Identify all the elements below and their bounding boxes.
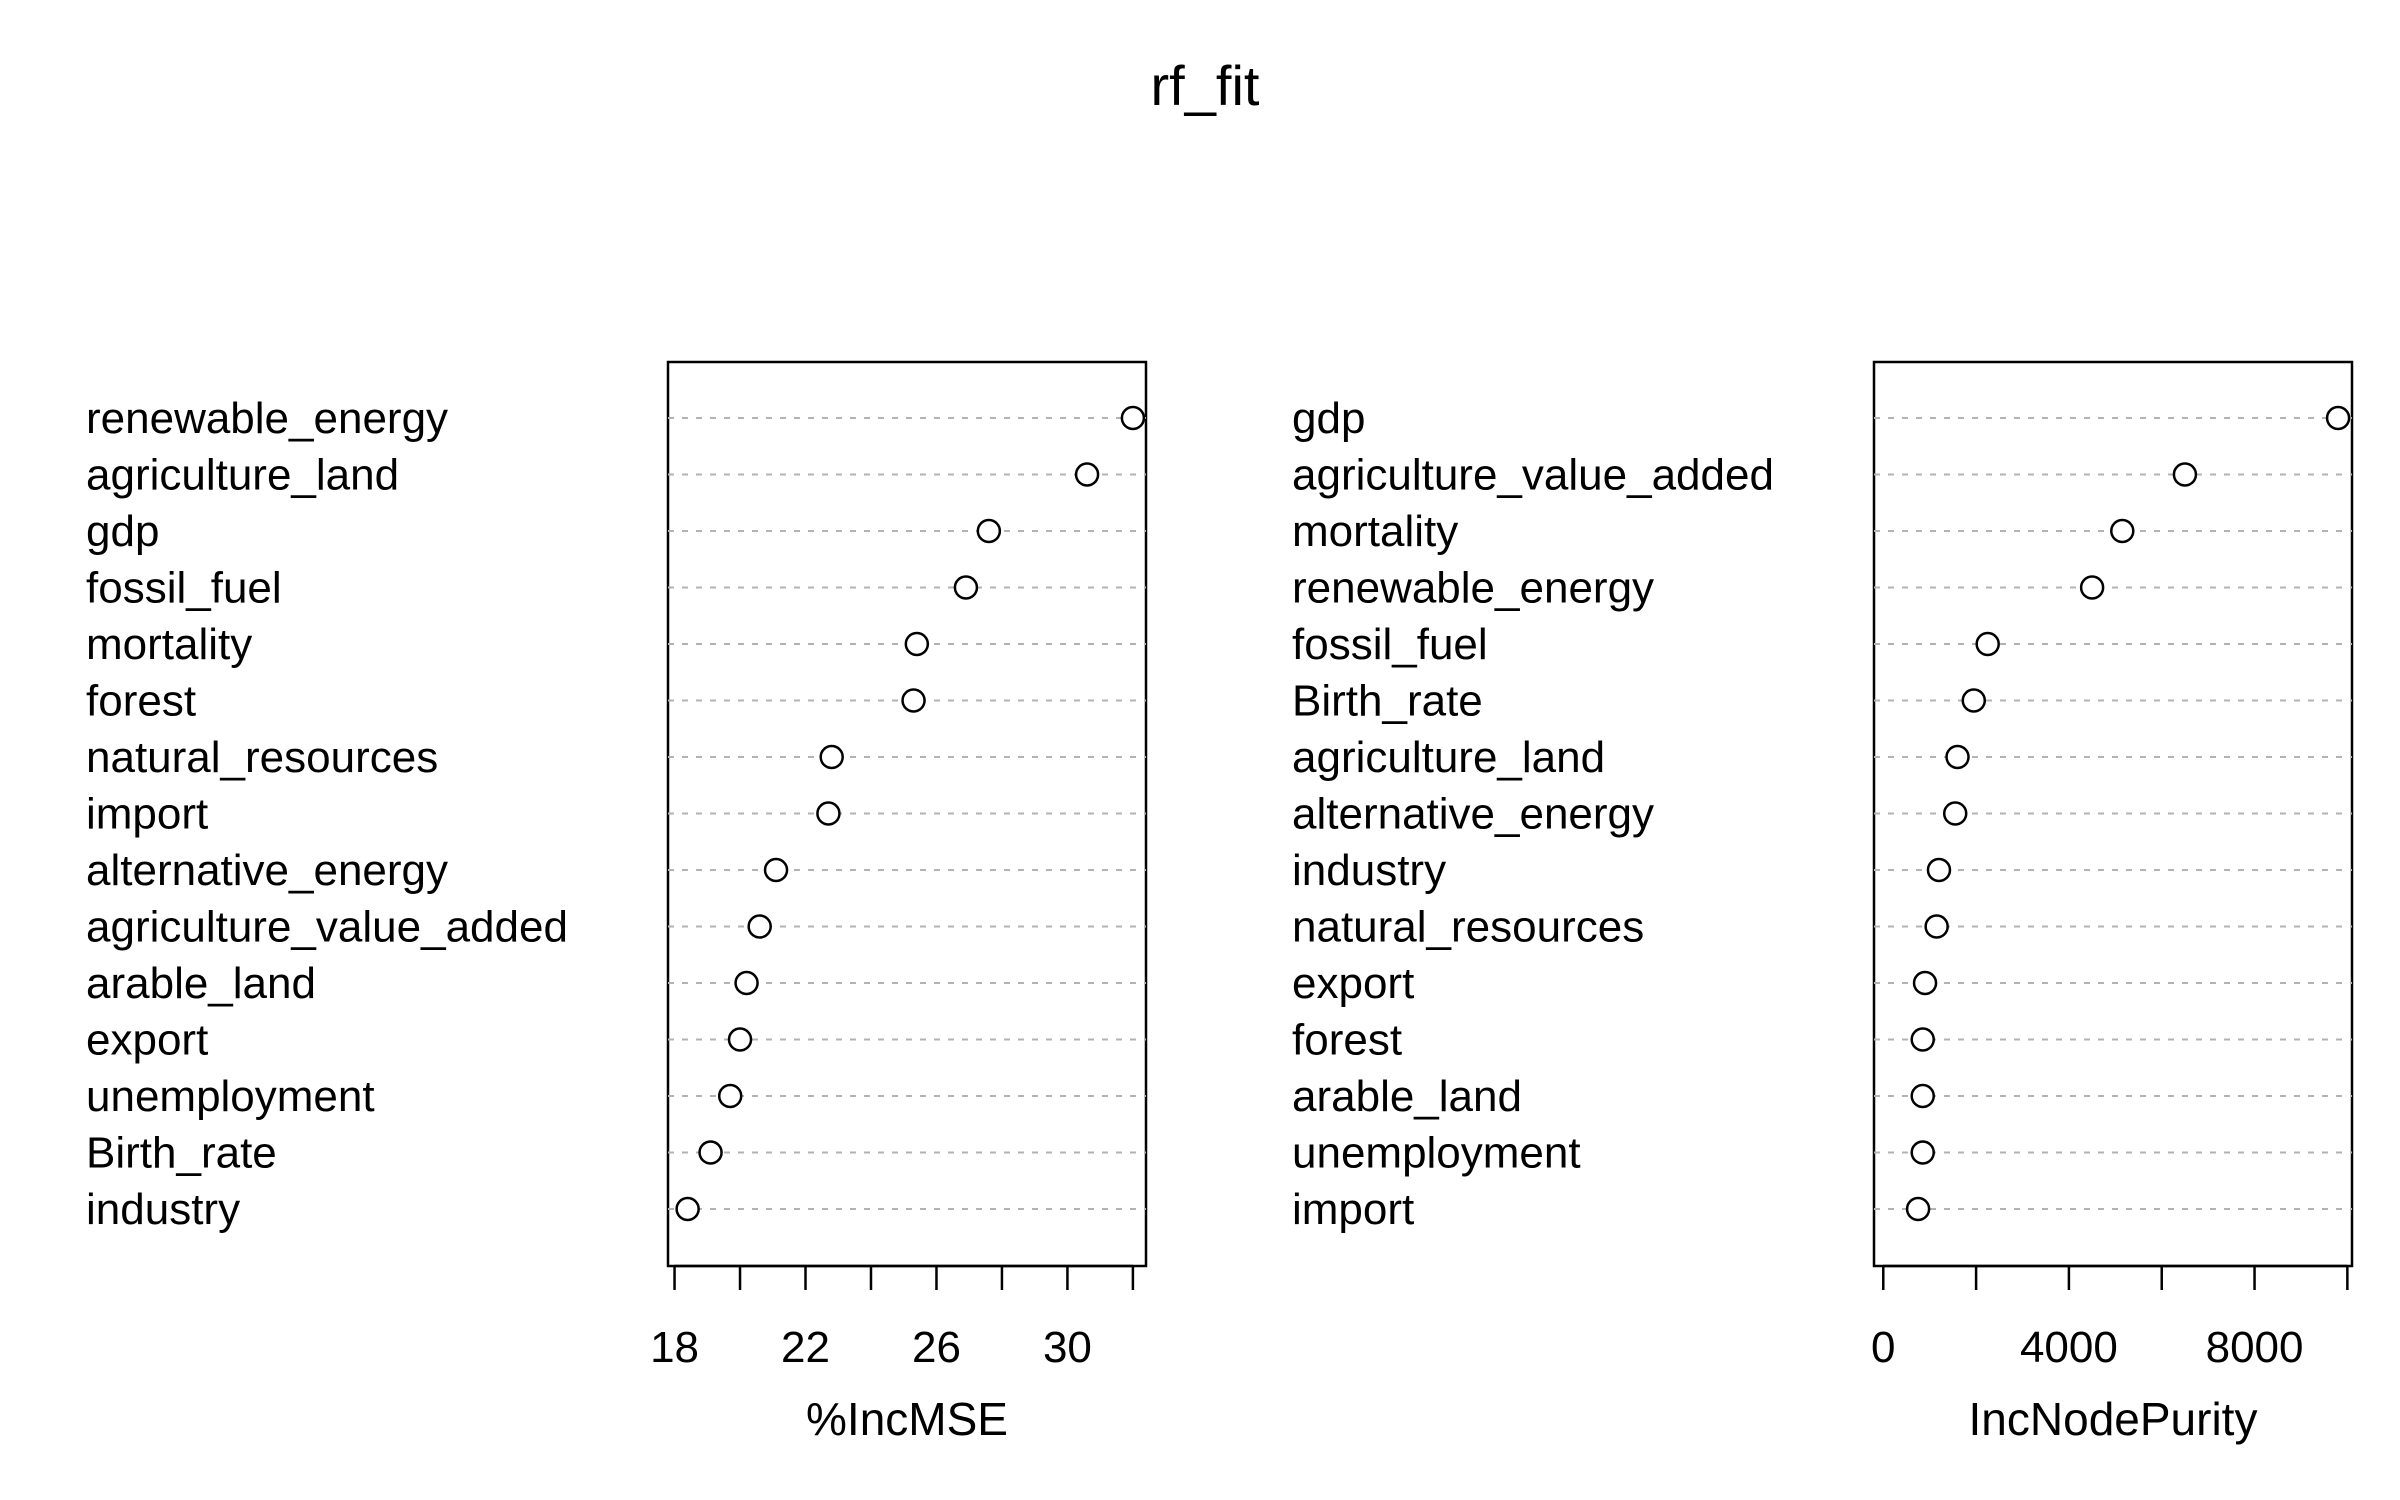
data-point <box>2079 575 2105 600</box>
data-point <box>2325 405 2351 431</box>
variable-label: unemployment <box>86 1072 375 1121</box>
variable-label: arable_land <box>1292 1072 1522 1121</box>
variable-label: renewable_energy <box>86 394 448 443</box>
variable-label: Birth_rate <box>1292 677 1483 726</box>
x-tick-label: 30 <box>1043 1323 1092 1372</box>
variable-label: mortality <box>86 620 252 669</box>
variable-label: industry <box>1292 846 1446 895</box>
variable-label: agriculture_value_added <box>1292 451 1774 500</box>
data-point <box>675 1196 700 1222</box>
x-tick-label: 26 <box>912 1323 961 1372</box>
panel-incnodepurity: gdp agriculture_value_added mortality renew… <box>1292 360 2354 1445</box>
data-point <box>1942 801 1968 826</box>
data-point <box>1910 1027 1935 1052</box>
variable-label: arable_land <box>86 959 316 1008</box>
variable-label: mortality <box>1292 507 1458 556</box>
data-point <box>727 1027 753 1052</box>
data-point <box>1945 744 1970 770</box>
variable-label: agriculture_land <box>86 451 399 500</box>
data-point <box>904 631 930 657</box>
variable-label: alternative_energy <box>1292 790 1654 839</box>
x-tick-label: 22 <box>781 1323 830 1372</box>
data-point <box>1910 1083 1935 1109</box>
chart-title: rf_fit <box>1151 54 1260 117</box>
variable-label: unemployment <box>1292 1129 1581 1178</box>
variable-label: agriculture_land <box>1292 733 1605 782</box>
x-tick-label: 8000 <box>2206 1323 2304 1372</box>
data-point <box>1120 405 1146 431</box>
data-point <box>1912 970 1938 996</box>
data-point <box>734 970 759 996</box>
data-point <box>763 857 789 883</box>
data-point <box>2172 462 2198 487</box>
variable-label: gdp <box>1292 394 1365 443</box>
variable-label: export <box>86 1016 208 1065</box>
variable-label: import <box>1292 1185 1414 1234</box>
variable-label: industry <box>86 1185 240 1234</box>
data-point <box>1961 688 1987 713</box>
variable-label: renewable_energy <box>1292 564 1654 613</box>
data-point <box>816 801 841 826</box>
data-point <box>976 518 1002 544</box>
data-point <box>1910 1140 1935 1165</box>
data-point <box>698 1140 723 1165</box>
variable-label: natural_resources <box>1292 903 1644 952</box>
x-axis-label: IncNodePurity <box>1969 1393 2258 1445</box>
x-tick-label: 4000 <box>2020 1323 2118 1372</box>
data-point <box>1926 857 1952 883</box>
x-axis-label: %IncMSE <box>806 1393 1008 1445</box>
data-point <box>901 688 926 713</box>
variable-label: export <box>1292 959 1414 1008</box>
variable-label: fossil_fuel <box>1292 620 1488 669</box>
variable-label: forest <box>1292 1016 1402 1065</box>
variable-label: Birth_rate <box>86 1129 277 1178</box>
data-point <box>2110 518 2135 544</box>
data-point <box>1074 462 1100 487</box>
variable-label: import <box>86 790 208 839</box>
data-point <box>819 744 844 770</box>
data-point <box>717 1083 743 1109</box>
data-point <box>1924 914 1949 939</box>
variable-label: alternative_energy <box>86 846 448 895</box>
variable-label: gdp <box>86 507 159 556</box>
data-point <box>747 914 772 939</box>
variable-label: fossil_fuel <box>86 564 282 613</box>
data-point <box>1975 631 2000 657</box>
variable-label: natural_resources <box>86 733 438 782</box>
data-point <box>953 575 979 600</box>
variable-label: forest <box>86 677 196 726</box>
variable-label: agriculture_value_added <box>86 903 568 952</box>
x-tick-label: 0 <box>1871 1323 1895 1372</box>
x-tick-label: 18 <box>650 1323 699 1372</box>
data-point <box>1905 1196 1931 1222</box>
